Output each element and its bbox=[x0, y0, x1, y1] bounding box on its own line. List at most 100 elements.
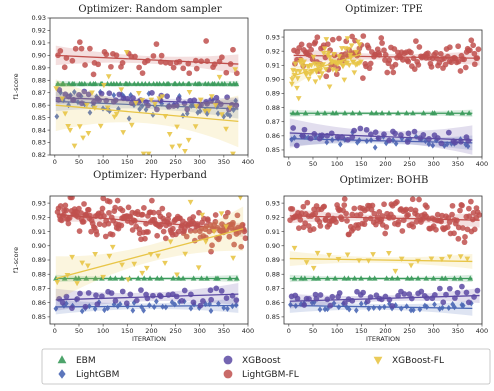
data-point bbox=[452, 139, 459, 146]
data-point bbox=[382, 230, 389, 237]
data-point bbox=[147, 302, 152, 309]
data-point bbox=[208, 97, 215, 103]
data-point bbox=[225, 305, 230, 312]
data-point bbox=[399, 228, 406, 234]
data-point bbox=[370, 252, 376, 258]
data-point bbox=[123, 300, 130, 307]
data-point bbox=[355, 39, 361, 45]
data-point bbox=[78, 100, 85, 107]
data-point bbox=[381, 47, 387, 54]
data-point bbox=[459, 283, 465, 290]
data-point bbox=[154, 232, 161, 239]
legend-marker bbox=[223, 369, 233, 379]
data-point bbox=[88, 228, 94, 235]
data-point bbox=[216, 234, 223, 241]
data-point bbox=[231, 106, 236, 114]
data-point bbox=[455, 235, 462, 242]
data-point bbox=[149, 197, 155, 204]
data-point bbox=[351, 205, 358, 212]
data-point bbox=[65, 124, 72, 130]
x-tick-label: 300 bbox=[427, 160, 439, 168]
data-point bbox=[395, 292, 401, 299]
plot-area bbox=[53, 38, 240, 155]
data-point bbox=[85, 263, 91, 269]
data-point bbox=[130, 95, 136, 101]
data-point bbox=[71, 143, 78, 149]
x-tick-label: 150 bbox=[121, 327, 133, 335]
data-point bbox=[69, 196, 75, 201]
data-point bbox=[459, 225, 466, 231]
data-point bbox=[333, 71, 340, 78]
y-tick-label: 0.87 bbox=[266, 285, 280, 293]
data-point bbox=[457, 254, 464, 260]
legend-item-lightgbm: LightGBM bbox=[58, 369, 119, 380]
data-point bbox=[471, 226, 478, 233]
data-point bbox=[373, 221, 379, 228]
data-point bbox=[301, 126, 308, 133]
x-tick-label: 50 bbox=[75, 158, 83, 166]
data-point bbox=[54, 113, 60, 120]
data-point bbox=[357, 59, 364, 65]
data-point bbox=[149, 90, 155, 96]
data-point bbox=[350, 59, 357, 65]
data-point bbox=[186, 70, 193, 77]
data-point bbox=[384, 69, 391, 76]
data-point bbox=[308, 46, 314, 53]
data-point bbox=[63, 293, 70, 300]
x-tick-label: 100 bbox=[97, 158, 109, 166]
data-point bbox=[324, 41, 331, 48]
data-point bbox=[202, 239, 209, 245]
data-point bbox=[150, 292, 156, 299]
trend-line bbox=[289, 304, 473, 310]
data-point bbox=[96, 221, 103, 228]
data-point bbox=[190, 299, 197, 306]
y-tick-label: 0.91 bbox=[266, 228, 280, 236]
x-tick-label: 0 bbox=[287, 160, 291, 168]
data-point bbox=[69, 57, 76, 64]
trend-line bbox=[289, 215, 480, 221]
x-axis-label: ITERATION bbox=[132, 335, 166, 343]
data-point bbox=[200, 298, 206, 304]
data-point bbox=[174, 272, 180, 278]
data-point bbox=[170, 64, 177, 71]
data-point bbox=[348, 43, 355, 49]
data-point bbox=[405, 130, 412, 137]
data-point bbox=[81, 201, 87, 207]
data-point bbox=[155, 253, 161, 259]
data-point bbox=[372, 129, 379, 136]
data-point bbox=[352, 37, 358, 44]
data-point bbox=[191, 97, 198, 104]
data-point bbox=[57, 48, 64, 54]
data-point bbox=[386, 137, 393, 144]
data-point bbox=[405, 58, 412, 65]
data-point bbox=[159, 94, 166, 100]
y-tick-label: 0.86 bbox=[32, 101, 46, 109]
data-point bbox=[76, 91, 82, 98]
data-point bbox=[331, 52, 337, 58]
data-point bbox=[468, 37, 475, 44]
data-point bbox=[351, 127, 357, 134]
data-point bbox=[125, 277, 131, 283]
series-ebm bbox=[289, 109, 473, 117]
data-point bbox=[100, 196, 107, 202]
data-point bbox=[392, 268, 399, 275]
data-point bbox=[153, 41, 160, 47]
data-point bbox=[206, 108, 212, 114]
data-point bbox=[181, 287, 188, 294]
data-point bbox=[455, 43, 462, 50]
data-point bbox=[392, 130, 398, 137]
data-point bbox=[175, 96, 182, 102]
data-point bbox=[433, 226, 439, 233]
data-point bbox=[230, 151, 236, 155]
data-point bbox=[234, 212, 241, 219]
data-point bbox=[471, 61, 478, 68]
x-tick-label: 400 bbox=[476, 327, 488, 335]
series-lightgbm bbox=[288, 298, 474, 316]
data-point bbox=[192, 124, 199, 130]
x-tick-label: 300 bbox=[427, 327, 439, 335]
data-point bbox=[156, 96, 163, 102]
y-tick-label: 0.83 bbox=[32, 139, 46, 147]
data-point bbox=[319, 132, 325, 139]
data-point bbox=[394, 199, 400, 205]
data-point bbox=[418, 288, 425, 295]
